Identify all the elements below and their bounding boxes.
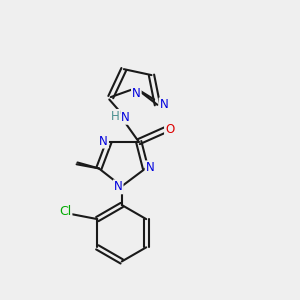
Text: O: O — [165, 123, 174, 136]
Text: N: N — [121, 111, 130, 124]
Text: N: N — [132, 87, 141, 100]
Text: N: N — [99, 135, 108, 148]
Text: N: N — [146, 161, 154, 174]
Text: N: N — [114, 180, 123, 194]
Text: H: H — [111, 110, 120, 123]
Text: Cl: Cl — [59, 205, 71, 218]
Text: N: N — [160, 98, 168, 111]
